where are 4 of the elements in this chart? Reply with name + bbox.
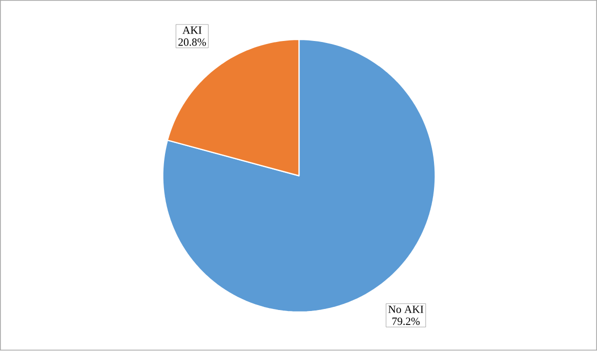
slice-label: No AKI bbox=[388, 306, 424, 314]
slice-label: AKI bbox=[182, 26, 202, 34]
data-label: 79.2% bbox=[392, 318, 420, 326]
data-label: 20.8% bbox=[178, 38, 206, 46]
